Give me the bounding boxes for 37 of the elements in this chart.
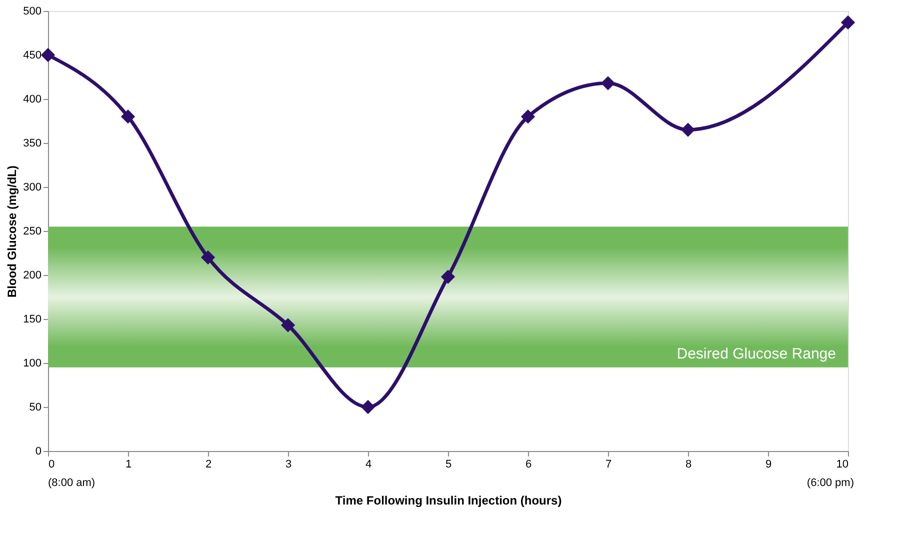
y-tick-label: 200: [23, 270, 42, 282]
y-tick-label: 250: [23, 226, 42, 238]
point: [840, 15, 856, 30]
point: [40, 48, 56, 62]
y-tick-label: 400: [23, 94, 42, 106]
x-tick-label: 2: [205, 458, 212, 470]
y-tick-label: 0: [35, 446, 42, 458]
x-tick-label: 5: [445, 458, 452, 470]
y-tick-label: 300: [23, 182, 42, 194]
point: [200, 250, 216, 264]
x-tick-label: 10: [836, 458, 848, 470]
y-tick-label: 500: [23, 6, 42, 18]
point: [440, 270, 456, 284]
y-tick-label: 100: [23, 358, 42, 370]
y-tick-label: 50: [29, 402, 42, 414]
text: (8:00 am): [48, 477, 96, 489]
x-tick-label: 9: [765, 458, 772, 470]
x-tick-label: 8: [685, 458, 692, 470]
x-tick-label: 6: [525, 458, 532, 470]
y-axis-title: Blood Glucose (mg/dL): [5, 166, 20, 298]
y-tick-label: 350: [23, 138, 42, 150]
point: [520, 110, 536, 124]
band-label: Desired Glucose Range: [676, 345, 836, 362]
x-axis-title: Time Following Insulin Injection (hours): [335, 494, 562, 508]
x-tick-label: 0: [48, 458, 55, 470]
point: [360, 400, 376, 414]
point: [600, 76, 616, 90]
x-tick-label: 3: [285, 458, 292, 470]
text: (6:00 pm): [806, 477, 854, 489]
point: [280, 318, 296, 332]
x-tick-label: 7: [605, 458, 612, 470]
point: [680, 122, 696, 137]
y-tick-label: 450: [23, 50, 42, 62]
point: [120, 110, 136, 124]
x-tick-label: 1: [125, 458, 132, 470]
x-tick-label: 4: [365, 458, 372, 470]
y-tick-label: 150: [23, 314, 42, 326]
